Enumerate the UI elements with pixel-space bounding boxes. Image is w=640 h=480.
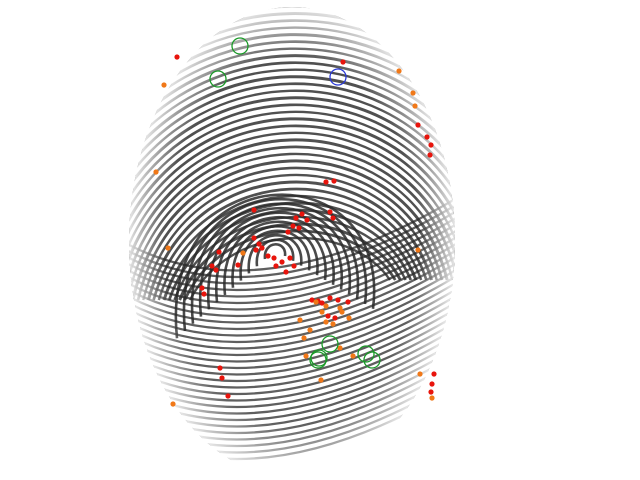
orange-minutia-dot xyxy=(339,309,345,315)
orange-minutia-dot xyxy=(429,395,435,401)
orange-minutia-dot xyxy=(337,305,343,311)
red-minutia-dot xyxy=(296,225,302,231)
orange-minutia-dot xyxy=(313,299,319,305)
orange-minutia-dot xyxy=(307,327,313,333)
red-minutia-dot xyxy=(331,178,337,184)
red-minutia-dot xyxy=(429,381,435,387)
red-minutia-dot xyxy=(199,285,205,291)
minutiae-dots xyxy=(153,54,437,407)
red-minutia-dot xyxy=(235,262,241,268)
orange-minutia-dot xyxy=(415,247,421,253)
orange-minutia-dot xyxy=(417,371,423,377)
orange-minutia-dot xyxy=(412,103,418,109)
red-minutia-dot xyxy=(345,299,351,305)
minutiae-circles xyxy=(209,37,381,369)
red-minutia-dot xyxy=(251,207,257,213)
red-minutia-dot xyxy=(293,215,299,221)
red-minutia-dot xyxy=(291,263,297,269)
red-minutia-dot xyxy=(201,291,207,297)
red-minutia-dot xyxy=(283,269,289,275)
red-minutia-dot xyxy=(216,249,222,255)
orange-minutia-dot xyxy=(165,245,171,251)
red-minutia-dot xyxy=(213,267,219,273)
orange-minutia-dot xyxy=(337,345,343,351)
red-minutia-dot xyxy=(287,255,293,261)
red-minutia-dot xyxy=(273,263,279,269)
red-minutia-dot xyxy=(290,223,296,229)
orange-minutia-dot xyxy=(323,319,329,325)
green-marker-circle xyxy=(321,335,339,353)
orange-minutia-dot xyxy=(301,335,307,341)
red-minutia-dot xyxy=(428,142,434,148)
green-marker-circle xyxy=(309,351,327,369)
red-minutia-dot xyxy=(327,295,333,301)
red-minutia-dot xyxy=(251,235,257,241)
red-minutia-dot xyxy=(253,247,259,253)
red-minutia-dot xyxy=(219,375,225,381)
red-minutia-dot xyxy=(325,313,331,319)
orange-minutia-dot xyxy=(153,169,159,175)
red-minutia-dot xyxy=(309,297,315,303)
orange-minutia-dot xyxy=(323,303,329,309)
red-minutia-dot xyxy=(304,217,310,223)
red-minutia-dot xyxy=(174,54,180,60)
red-minutia-dot xyxy=(415,122,421,128)
red-minutia-dot xyxy=(427,152,433,158)
red-minutia-dot xyxy=(319,300,325,306)
red-minutia-dot xyxy=(335,297,341,303)
red-minutia-dot xyxy=(424,134,430,140)
orange-minutia-dot xyxy=(330,321,336,327)
fingerprint-edge-fade xyxy=(129,7,455,477)
red-minutia-dot xyxy=(271,255,277,261)
orange-minutia-dot xyxy=(170,401,176,407)
red-minutia-dot xyxy=(256,241,262,247)
orange-minutia-dot xyxy=(410,90,416,96)
green-marker-circle xyxy=(357,345,375,363)
red-minutia-dot xyxy=(431,371,437,377)
orange-minutia-dot xyxy=(297,317,303,323)
red-minutia-dot xyxy=(225,393,231,399)
red-minutia-dot xyxy=(285,229,291,235)
orange-minutia-dot xyxy=(350,353,356,359)
orange-minutia-dot xyxy=(319,309,325,315)
red-minutia-dot xyxy=(299,211,305,217)
red-minutia-dot xyxy=(428,389,434,395)
orange-minutia-dot xyxy=(303,353,309,359)
orange-minutia-dot xyxy=(318,377,324,383)
red-minutia-dot xyxy=(340,59,346,65)
red-minutia-dot xyxy=(332,315,338,321)
green-marker-circle xyxy=(363,351,381,369)
red-minutia-dot xyxy=(217,365,223,371)
blue-marker-circle xyxy=(329,68,347,86)
orange-minutia-dot xyxy=(240,250,246,256)
red-minutia-dot xyxy=(279,259,285,265)
orange-minutia-dot xyxy=(396,68,402,74)
green-marker-circle xyxy=(310,349,328,367)
red-minutia-dot xyxy=(265,253,271,259)
red-minutia-dot xyxy=(323,179,329,185)
green-marker-circle xyxy=(231,37,249,55)
green-marker-circle xyxy=(209,70,227,88)
orange-minutia-dot xyxy=(346,315,352,321)
red-minutia-dot xyxy=(330,215,336,221)
red-minutia-dot xyxy=(209,263,215,269)
red-minutia-dot xyxy=(259,245,265,251)
red-minutia-dot xyxy=(327,209,333,215)
orange-minutia-dot xyxy=(161,82,167,88)
